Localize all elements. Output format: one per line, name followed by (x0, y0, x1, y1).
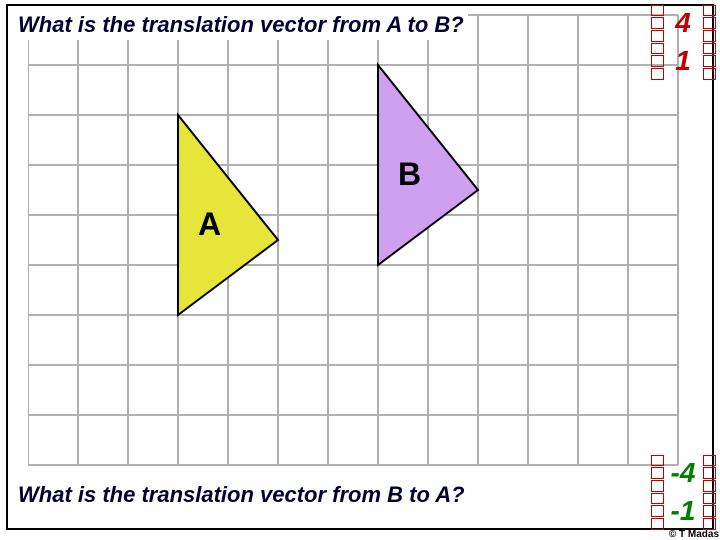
bracket-icon (650, 492, 664, 530)
shape-b-label: B (398, 156, 421, 192)
bracket-icon (702, 454, 716, 492)
grid-diagram: AB (28, 10, 688, 480)
vector-y-value: -1 (664, 492, 702, 530)
bracket-icon (650, 4, 664, 42)
vector-answer-top: 4 1 (650, 4, 716, 80)
vector-answer-bottom: -4 -1 (650, 454, 716, 530)
question-bottom: What is the translation vector from B to… (14, 480, 469, 510)
bracket-icon (702, 492, 716, 530)
vector-y-value: 1 (664, 42, 702, 80)
bracket-icon (702, 42, 716, 80)
copyright-text: © T Madas (669, 529, 719, 540)
bracket-icon (650, 42, 664, 80)
question-top: What is the translation vector from A to… (14, 10, 468, 40)
bracket-icon (650, 454, 664, 492)
vector-x-value: 4 (664, 4, 702, 42)
shape-a-label: A (198, 206, 221, 242)
bracket-icon (702, 4, 716, 42)
vector-x-value: -4 (664, 454, 702, 492)
